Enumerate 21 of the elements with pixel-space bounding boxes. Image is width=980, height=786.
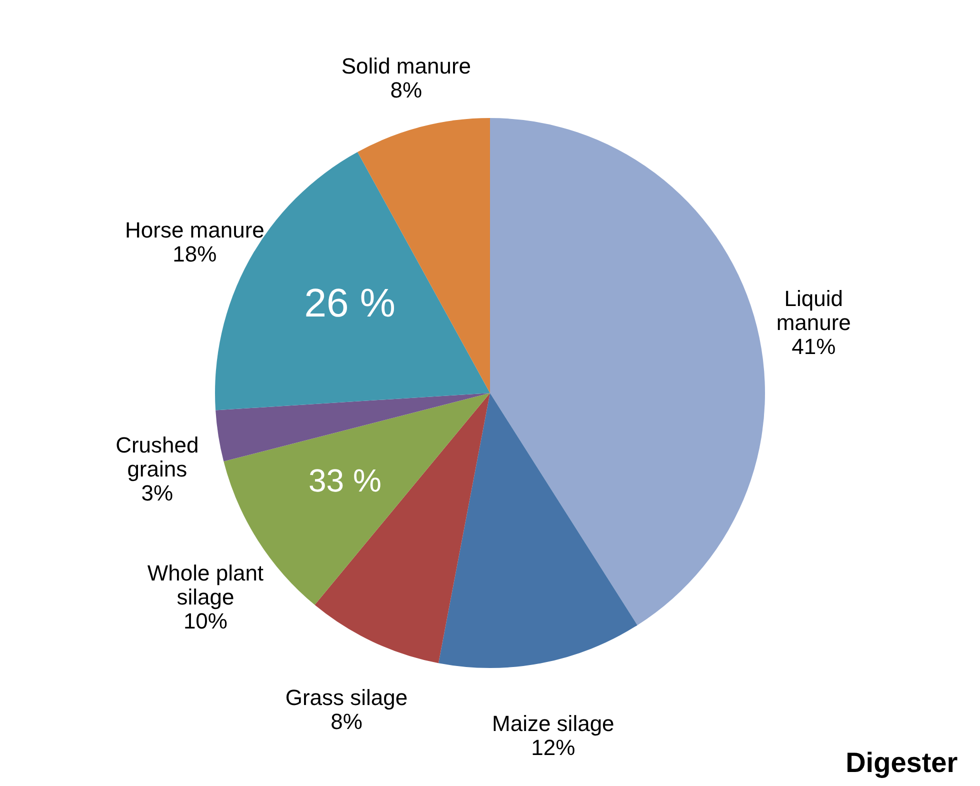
data-label: 10% [183, 608, 228, 634]
slice-label: Whole plant silage [147, 560, 264, 610]
data-label: 18% [172, 242, 217, 267]
data-label: 41% [792, 334, 836, 359]
data-label: 8% [330, 708, 362, 734]
slice-label: Solid manure [341, 54, 472, 79]
pie-slice [490, 118, 765, 626]
text: Digester [846, 747, 958, 778]
slice-label: Maize silage [492, 711, 614, 736]
slice-label: Crushed grains [116, 432, 199, 482]
data-label: 12% [531, 735, 576, 760]
text: 26 % [304, 281, 396, 326]
data-label: 3% [141, 480, 174, 506]
slice-label: Horse manure [124, 218, 264, 243]
text: 33 % [308, 462, 382, 498]
pie-slice [216, 393, 490, 462]
pie-slice [358, 118, 490, 393]
data-label: 8% [390, 78, 422, 103]
slice-label: Liquid manure [776, 286, 851, 335]
pie-slice [438, 393, 638, 668]
slice-label: Grass silage [285, 684, 408, 710]
